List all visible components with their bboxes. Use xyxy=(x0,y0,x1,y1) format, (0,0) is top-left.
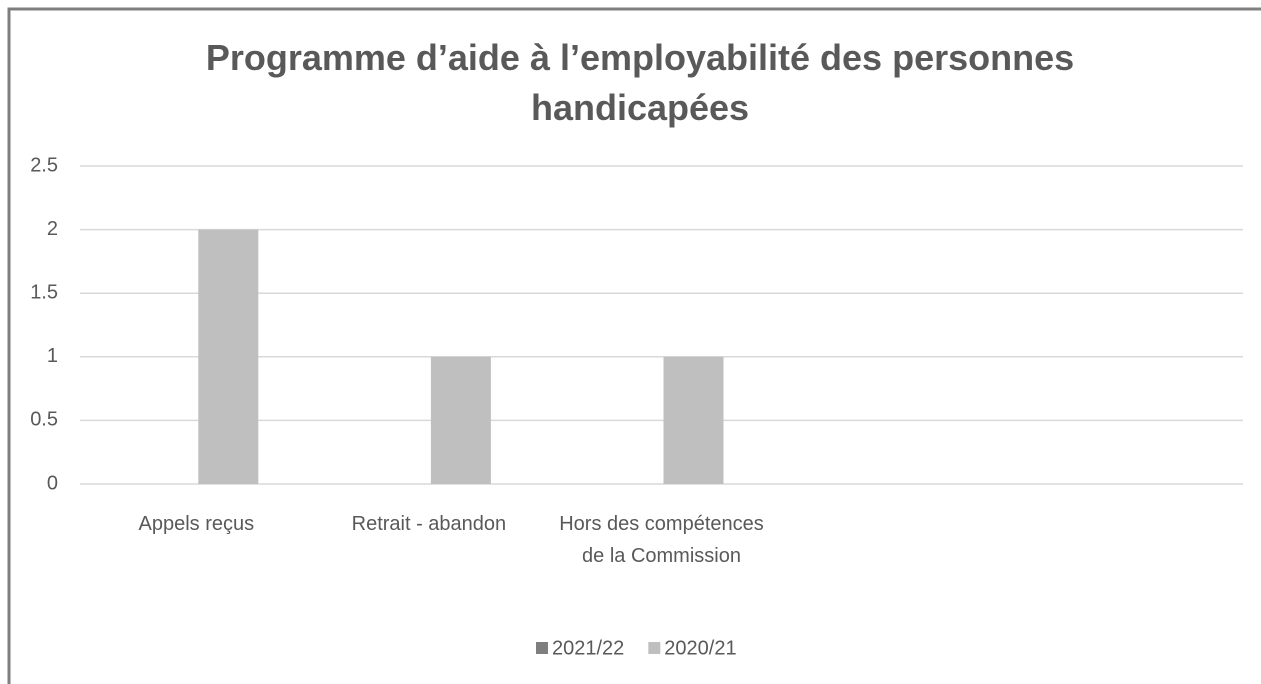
legend-label: 2021/22 xyxy=(552,637,624,659)
y-tick-label: 2 xyxy=(47,218,58,240)
legend-label: 2020/21 xyxy=(664,637,736,659)
y-tick-label: 0 xyxy=(47,472,58,494)
y-tick-label: 0.5 xyxy=(30,409,58,431)
legend-swatch xyxy=(536,642,548,654)
y-tick-label: 1.5 xyxy=(30,281,58,303)
x-tick-label: Retrait - abandon xyxy=(352,513,507,535)
y-tick-label: 2.5 xyxy=(30,154,58,176)
legend-swatch xyxy=(648,642,661,654)
chart-title: Programme d’aide à l’employabilité des p… xyxy=(206,37,1074,128)
x-tick-label: Appels reçus xyxy=(138,513,254,535)
y-tick-label: 1 xyxy=(47,345,58,367)
bar xyxy=(198,229,259,484)
x-tick-label: Hors des compétences de la Commission xyxy=(559,513,764,567)
bar xyxy=(430,356,491,484)
bar xyxy=(663,356,724,484)
